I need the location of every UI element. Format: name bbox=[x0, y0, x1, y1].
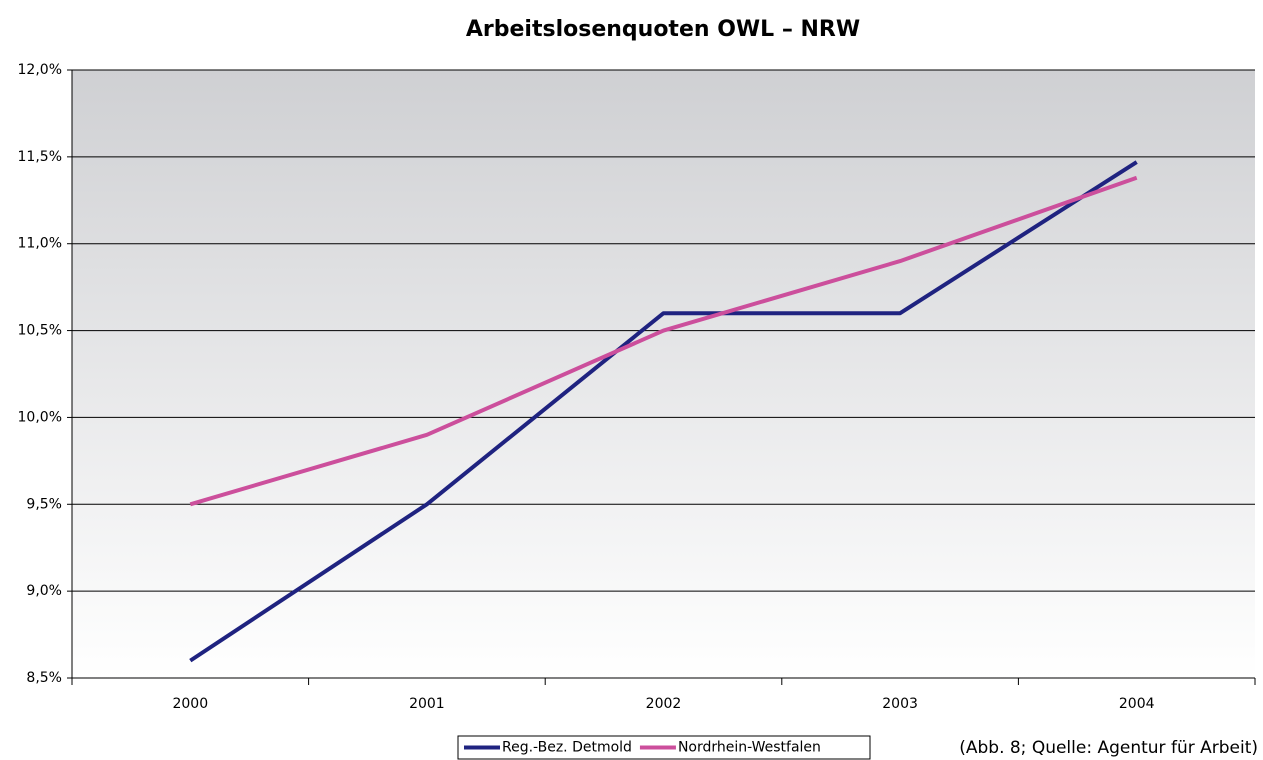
x-tick-label: 2004 bbox=[1119, 696, 1155, 712]
y-tick-label: 11,0% bbox=[18, 236, 62, 252]
y-tick-label: 8,5% bbox=[26, 670, 62, 686]
y-tick-label: 10,5% bbox=[18, 323, 62, 339]
series-line bbox=[189, 175, 1138, 507]
chart-title: Arbeitslosenquoten OWL – NRW bbox=[466, 17, 860, 42]
y-tick-label: 9,5% bbox=[26, 496, 62, 512]
plot-area bbox=[72, 70, 1255, 678]
x-tick-label: 2002 bbox=[646, 696, 682, 712]
annotation: (Abb. 8; Quelle: Agentur für Arbeit) bbox=[959, 738, 1258, 758]
y-tick-label: 11,5% bbox=[18, 149, 62, 165]
legend-label: Nordrhein-Westfalen bbox=[678, 740, 821, 756]
x-tick-label: 2001 bbox=[409, 696, 445, 712]
x-tick-label: 2000 bbox=[172, 696, 208, 712]
series-line bbox=[189, 160, 1138, 663]
y-tick-label: 12,0% bbox=[18, 62, 62, 78]
legend-label: Reg.-Bez. Detmold bbox=[502, 740, 632, 756]
y-tick-label: 10,0% bbox=[18, 409, 62, 425]
y-tick-label: 9,0% bbox=[26, 583, 62, 599]
x-tick-label: 2003 bbox=[882, 696, 918, 712]
